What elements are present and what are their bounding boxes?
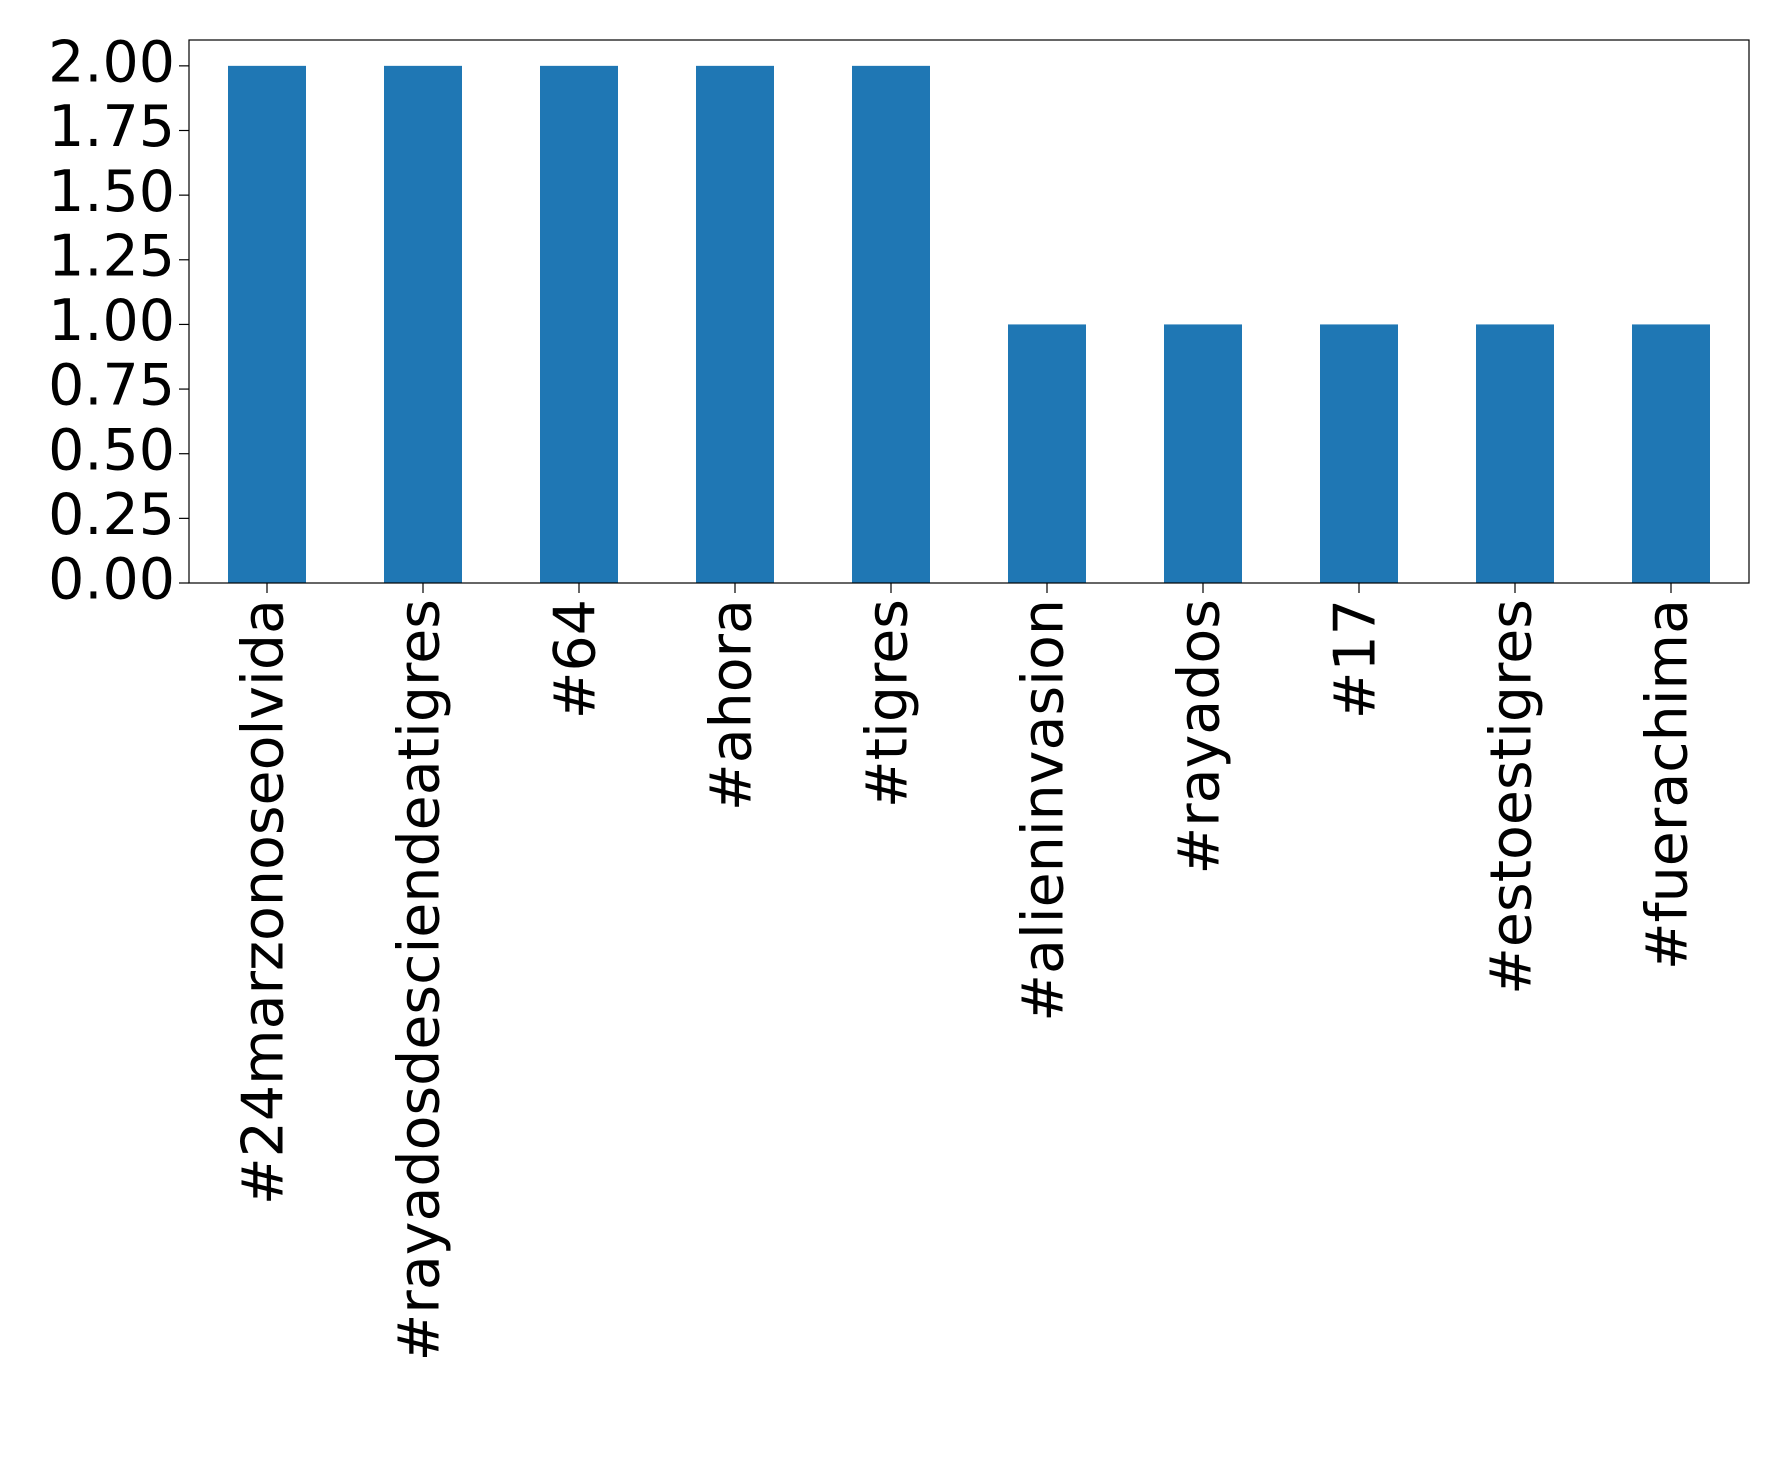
x-tick-label: #17 — [1323, 599, 1389, 719]
y-tick-label: 0.25 — [48, 482, 175, 548]
y-tick-label: 0.50 — [48, 417, 175, 483]
bar — [696, 65, 774, 584]
x-tick-label: #alieninvasion — [1011, 599, 1077, 1022]
y-tick-label: 2.00 — [48, 29, 175, 95]
x-tick-label: #estoestigres — [1479, 599, 1545, 995]
plot-frame — [188, 39, 1750, 584]
x-tick-label: #64 — [543, 599, 609, 719]
x-tick-label: #24marzonoseolvida — [231, 599, 297, 1205]
bar — [1164, 324, 1242, 583]
y-tick-label: 1.25 — [48, 223, 175, 289]
y-tick-label: 0.75 — [48, 353, 175, 419]
y-tick-label: 1.75 — [48, 94, 175, 160]
x-tick-label: #rayados — [1167, 599, 1233, 875]
bar — [1008, 324, 1086, 583]
x-tick-label: #rayadosdesciendeatigres — [387, 599, 453, 1361]
x-tick-label: #ahora — [699, 599, 765, 811]
bar — [852, 65, 930, 584]
bar — [1476, 324, 1554, 583]
bar — [228, 65, 306, 584]
bar — [540, 65, 618, 584]
y-tick-label: 0.00 — [48, 547, 175, 613]
x-tick-label: #tigres — [855, 599, 921, 808]
x-tick-label: #fuerachima — [1635, 599, 1701, 970]
y-tick-label: 1.50 — [48, 159, 175, 225]
y-tick-label: 1.00 — [48, 288, 175, 354]
bar — [1632, 324, 1710, 583]
bar — [384, 65, 462, 584]
bar — [1320, 324, 1398, 583]
